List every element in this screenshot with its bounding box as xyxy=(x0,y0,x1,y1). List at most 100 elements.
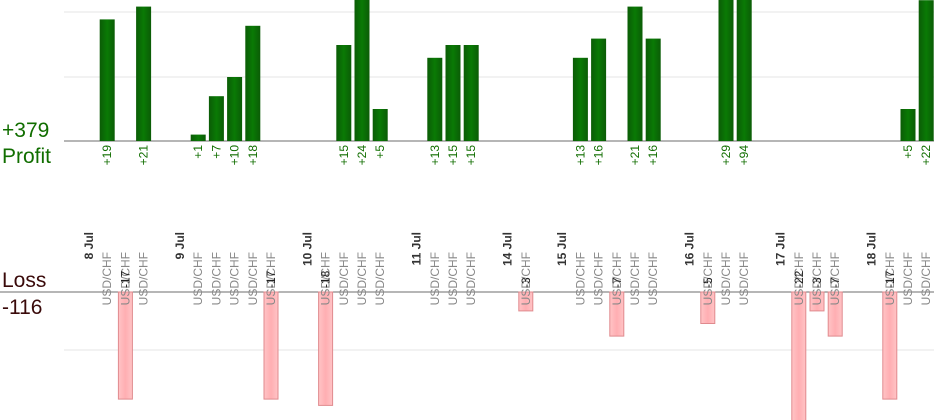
profit-bar xyxy=(900,109,916,141)
date-label: 17 Jul xyxy=(774,232,788,266)
profit-bar xyxy=(136,6,152,141)
profit-value-label: +15 xyxy=(337,145,351,166)
pair-label: USD/CHF xyxy=(373,252,387,305)
pair-label: USD/CHF xyxy=(355,252,369,305)
profit-bar xyxy=(918,0,934,142)
profit-bars xyxy=(99,0,934,142)
profit-value-label: +13 xyxy=(428,145,442,166)
pair-label: USD/CHF xyxy=(792,252,806,305)
loss-value-label: -5 xyxy=(701,277,715,288)
profit-bar xyxy=(445,45,461,141)
profit-value-label: +29 xyxy=(719,145,733,166)
loss-value-label: -22 xyxy=(792,270,806,288)
profit-value-label: +15 xyxy=(464,145,478,166)
loss-bar xyxy=(609,291,625,337)
date-label: 10 Jul xyxy=(300,232,314,266)
profit-bar xyxy=(427,57,443,141)
profit-bar xyxy=(208,96,224,141)
pair-label: USD/CHF xyxy=(573,252,587,305)
profit-value-label: +10 xyxy=(228,145,242,166)
loss-bar xyxy=(882,291,898,400)
loss-value-label: -3 xyxy=(810,277,824,288)
pair-label: USD/CHF xyxy=(519,252,533,305)
date-label: 15 Jul xyxy=(555,232,569,266)
profit-bar xyxy=(627,6,643,141)
pair-label: USD/CHF xyxy=(719,252,733,305)
loss-bar xyxy=(263,291,279,400)
loss-bar xyxy=(809,291,825,312)
loss-bars xyxy=(117,291,898,420)
profit-value-label: +5 xyxy=(373,145,387,159)
date-label: 11 Jul xyxy=(410,232,424,265)
profit-bar xyxy=(463,45,479,141)
pair-label: USD/CHF xyxy=(337,252,351,305)
loss-value-label: -17 xyxy=(118,270,132,288)
pair-label: USD/CHF xyxy=(228,252,242,305)
profit-bar xyxy=(372,109,388,141)
pair-label: USD/CHF xyxy=(737,252,751,305)
loss-bar xyxy=(117,291,133,400)
profit-value-label: +21 xyxy=(137,145,151,166)
loss-bar xyxy=(827,291,843,337)
pair-label: USD/CHF xyxy=(264,252,278,305)
date-label: 8 Jul xyxy=(82,232,96,259)
loss-value-label: -18 xyxy=(319,270,333,288)
pair-label: USD/CHF xyxy=(137,252,151,305)
date-label: 9 Jul xyxy=(173,232,187,259)
profit-value-label: +16 xyxy=(646,145,660,166)
profit-value-label: +21 xyxy=(628,145,642,166)
profit-bar xyxy=(190,134,206,141)
pair-label: USD/CHF xyxy=(883,252,897,305)
loss-bar xyxy=(700,291,716,324)
loss-bar xyxy=(518,291,534,312)
profit-total: +379 xyxy=(2,119,50,142)
profit-value-label: +1 xyxy=(191,145,205,159)
profit-value-label: +7 xyxy=(209,145,223,159)
profit-label: Profit xyxy=(2,145,52,168)
loss-value-label: -7 xyxy=(610,277,624,288)
pair-label: USD/CHF xyxy=(428,252,442,305)
profit-bar xyxy=(336,45,352,141)
date-label: 18 Jul xyxy=(865,232,879,266)
pair-label: USD/CHF xyxy=(446,252,460,305)
pair-label: USD/CHF xyxy=(610,252,624,305)
pair-label: USD/CHF xyxy=(919,252,933,305)
loss-value-label: -17 xyxy=(883,270,897,288)
profit-bar xyxy=(645,38,661,141)
profit-bar xyxy=(736,0,752,141)
pair-label: USD/CHF xyxy=(628,252,642,305)
profit-value-label: +16 xyxy=(592,145,606,166)
profit-bar xyxy=(591,38,607,141)
pair-label: USD/CHF xyxy=(646,252,660,305)
pair-label: USD/CHF xyxy=(246,252,260,305)
profit-value-label: +5 xyxy=(901,145,915,159)
profit-value-label: +94 xyxy=(737,145,751,166)
date-label: 16 Jul xyxy=(683,232,697,266)
pair-label: USD/CHF xyxy=(701,252,715,305)
loss-value-label: -3 xyxy=(519,277,533,288)
pair-label: USD/CHF xyxy=(118,252,132,305)
loss-bar xyxy=(791,291,807,420)
pair-label: USD/CHF xyxy=(191,252,205,305)
pair-label: USD/CHF xyxy=(901,252,915,305)
profit-bar xyxy=(572,57,588,141)
profit-value-label: +13 xyxy=(573,145,587,166)
profit-value-label: +18 xyxy=(246,145,260,166)
loss-value-label: -7 xyxy=(828,277,842,288)
profit-bar xyxy=(718,0,734,141)
profit-bar xyxy=(227,77,243,141)
profit-bar xyxy=(245,25,261,141)
pair-label: USD/CHF xyxy=(464,252,478,305)
pair-label: USD/CHF xyxy=(592,252,606,305)
date-label: 14 Jul xyxy=(501,232,515,266)
pair-label: USD/CHF xyxy=(100,252,114,305)
profit-value-label: +22 xyxy=(919,145,933,166)
profit-bar xyxy=(99,19,115,141)
loss-label: Loss xyxy=(2,269,47,292)
profit-value-label: +24 xyxy=(355,145,369,166)
profit-value-label: +19 xyxy=(100,145,114,166)
pair-label: USD/CHF xyxy=(319,252,333,305)
pair-label: USD/CHF xyxy=(828,252,842,305)
